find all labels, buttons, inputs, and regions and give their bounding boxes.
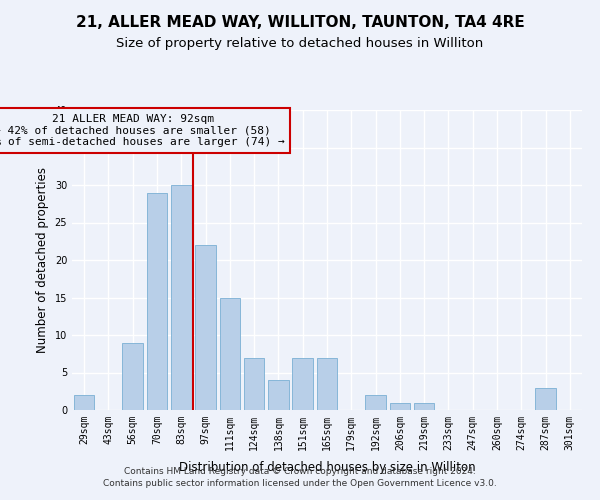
Y-axis label: Number of detached properties: Number of detached properties	[36, 167, 49, 353]
Bar	[365, 395, 386, 410]
Bar	[317, 358, 337, 410]
Bar	[122, 342, 143, 410]
X-axis label: Distribution of detached houses by size in Williton: Distribution of detached houses by size …	[179, 461, 475, 474]
Bar	[171, 185, 191, 410]
Bar	[268, 380, 289, 410]
Text: Size of property relative to detached houses in Williton: Size of property relative to detached ho…	[116, 38, 484, 51]
Text: Contains HM Land Registry data © Crown copyright and database right 2024.
Contai: Contains HM Land Registry data © Crown c…	[103, 466, 497, 487]
Bar	[220, 298, 240, 410]
Bar	[195, 245, 216, 410]
Bar	[414, 402, 434, 410]
Text: 21, ALLER MEAD WAY, WILLITON, TAUNTON, TA4 4RE: 21, ALLER MEAD WAY, WILLITON, TAUNTON, T…	[76, 15, 524, 30]
Bar	[535, 388, 556, 410]
Bar	[292, 358, 313, 410]
Bar	[74, 395, 94, 410]
Text: 21 ALLER MEAD WAY: 92sqm
← 42% of detached houses are smaller (58)
54% of semi-d: 21 ALLER MEAD WAY: 92sqm ← 42% of detach…	[0, 114, 284, 147]
Bar	[244, 358, 265, 410]
Bar	[146, 192, 167, 410]
Bar	[389, 402, 410, 410]
